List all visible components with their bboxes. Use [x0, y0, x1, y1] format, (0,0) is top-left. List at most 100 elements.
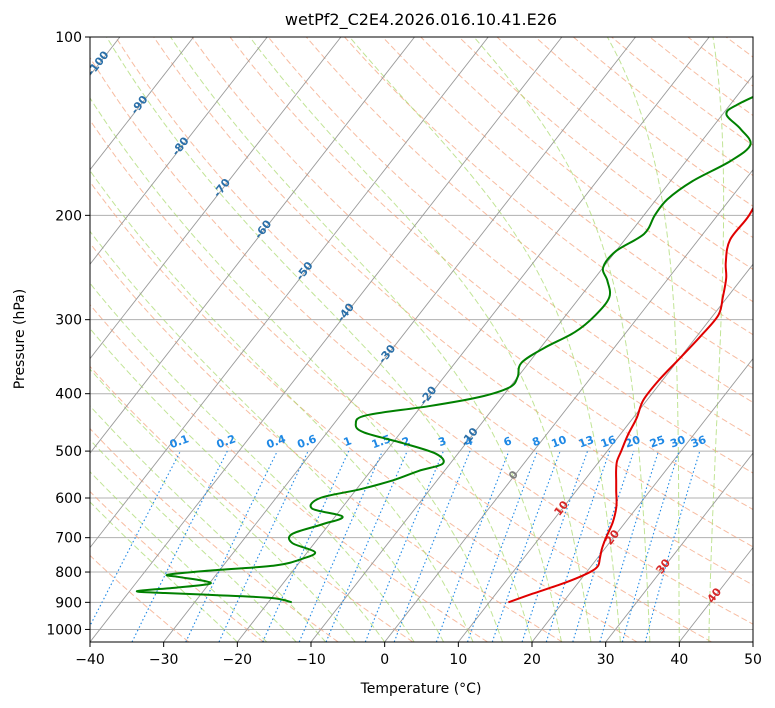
mixing-ratio-line [621, 450, 680, 642]
isotherm-line [90, 37, 342, 360]
x-axis-label: Temperature (°C) [360, 681, 482, 697]
mixing-ratio-line [262, 450, 350, 642]
isotherm-line [752, 641, 753, 642]
x-tick-label: 10 [449, 652, 467, 668]
dry-adiabat [496, 37, 753, 239]
moist-adiabats [90, 37, 725, 642]
mixing-ratio-label: 10 [550, 433, 569, 451]
mixing-ratio-line [435, 450, 510, 642]
y-axis: 100 200 300 400 500 600 700 800 900 1000 [46, 30, 90, 638]
x-tick-label: −30 [149, 652, 179, 668]
dry-adiabat [90, 490, 264, 642]
dry-adiabats [90, 37, 775, 642]
isotherm-line [90, 37, 489, 549]
moist-adiabat [473, 37, 651, 642]
moist-adiabat [606, 37, 680, 642]
mixing-ratio-label: 1 [342, 434, 354, 449]
y-tick-label: 900 [55, 595, 82, 611]
mixing-ratio-line [545, 450, 611, 642]
temperature-line [508, 206, 753, 604]
dry-adiabat [305, 37, 753, 403]
dry-adiabat [90, 119, 712, 642]
mixing-ratio-label: 2 [400, 434, 412, 449]
x-tick-label: 50 [744, 652, 762, 668]
x-axis: −40 −30 −20 −10 0 10 20 30 40 50 [75, 642, 762, 668]
dry-adiabat [191, 37, 753, 511]
mixing-ratio-line [131, 450, 228, 642]
mixing-ratio-label: 1.5 [370, 432, 393, 451]
y-tick-label: 600 [55, 491, 82, 507]
moist-adiabat [90, 97, 503, 642]
mixing-ratio-label: 13 [577, 433, 596, 450]
moist-adiabat [349, 37, 621, 642]
moist-adiabat [90, 439, 297, 642]
mixing-ratio-line [298, 450, 384, 642]
dry-adiabat [420, 37, 753, 303]
mixing-ratio-line [393, 450, 471, 642]
dry-adiabat [382, 37, 753, 336]
dry-adiabat [229, 37, 753, 474]
dry-adiabat [90, 181, 638, 642]
dry-adiabat [573, 37, 753, 177]
y-axis-label: Pressure (hPa) [12, 289, 28, 389]
x-tick-label: 0 [380, 652, 389, 668]
moist-adiabat [249, 37, 592, 642]
chart-title: wetPf2_C2E4.2026.016.10.41.E26 [285, 10, 557, 30]
x-tick-label: 40 [670, 652, 688, 668]
dry-adiabat [90, 242, 563, 642]
y-tick-label: 300 [55, 313, 82, 329]
mixing-ratio-line [491, 450, 561, 642]
isotherms [90, 37, 753, 642]
moist-adiabat [90, 282, 415, 642]
isotherm-line [90, 37, 194, 171]
y-tick-label: 700 [55, 531, 82, 547]
isotherm-line [236, 37, 710, 642]
mixing-ratio-line [466, 450, 538, 642]
mixing-ratio-label: 0.1 [168, 432, 191, 451]
dry-adiabat [115, 37, 753, 586]
mixing-ratio-label: 25 [648, 433, 667, 450]
isotherm-line [90, 37, 268, 265]
dry-adiabat [90, 56, 753, 625]
mixing-ratio-label: 20 [623, 433, 642, 451]
plot-frame [89, 36, 754, 643]
dry-adiabat [764, 37, 775, 642]
mixing-ratio-line [644, 450, 701, 642]
mixing-ratio-label: 0.6 [296, 432, 319, 451]
x-tick-label: −10 [296, 652, 326, 668]
background-lines: 0.1 0.2 0.4 0.6 1 1.5 2 3 4 6 8 10 13 16 20 25 30 36 -100… [90, 37, 775, 642]
mixing-ratio-lines [90, 450, 701, 642]
dewpoint-line [135, 95, 753, 604]
mixing-ratio-label: 0.2 [215, 432, 238, 451]
y-tick-label: 500 [55, 444, 82, 460]
dry-adiabat [90, 554, 190, 642]
mixing-ratio-line [218, 450, 309, 642]
mixing-ratio-line [364, 450, 444, 642]
mixing-ratio-line [572, 450, 635, 642]
moist-adiabat [90, 471, 268, 642]
isotherm-line [163, 37, 636, 642]
mixing-ratio-line [521, 450, 589, 642]
dry-adiabat [344, 37, 753, 369]
y-tick-label: 1000 [46, 622, 82, 638]
mixing-ratio-label: 36 [689, 433, 708, 451]
mixing-ratio-line [185, 450, 278, 642]
moist-adiabat [90, 230, 445, 642]
dry-adiabat [458, 37, 753, 271]
isotherm-line [90, 37, 415, 454]
y-tick-label: 200 [55, 208, 82, 224]
mixing-ratio-label: 3 [436, 434, 448, 449]
isotherm-line [457, 263, 753, 642]
x-tick-label: 20 [523, 652, 541, 668]
y-tick-label: 800 [55, 565, 82, 581]
isotherm-line [384, 169, 753, 642]
isotherm-line [605, 452, 753, 642]
isotherm-line [310, 74, 753, 642]
isotherm-line [531, 357, 753, 642]
mixing-ratio-labels: 0.1 0.2 0.4 0.6 1 1.5 2 3 4 6 8 10 13 16 20 25 30 36 [168, 432, 708, 451]
mixing-ratio-label: 30 [668, 433, 687, 451]
dry-adiabat [90, 303, 488, 642]
dry-adiabat [687, 37, 753, 87]
mixing-ratio-label: 0.4 [265, 432, 288, 451]
